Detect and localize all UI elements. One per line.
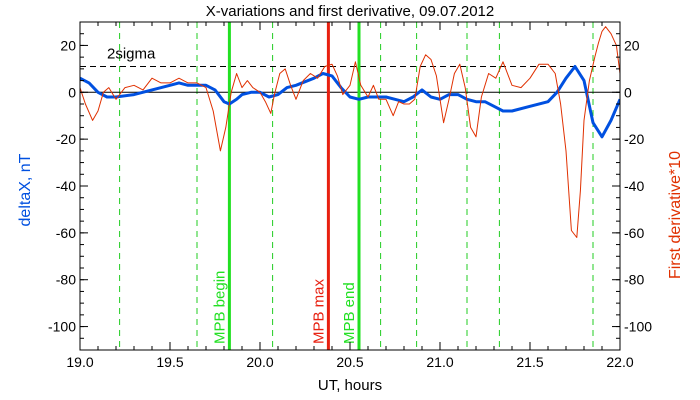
x-tick-label: 21.5 — [516, 354, 543, 370]
y-tick-label-left: 20 — [60, 37, 76, 53]
y-axis-label-left: deltaX, nT — [17, 153, 34, 226]
x-tick-label: 20.0 — [246, 354, 273, 370]
x-tick-label: 19.5 — [156, 354, 183, 370]
y-tick-label-right: 0 — [624, 84, 632, 100]
y-tick-label-left: -60 — [56, 225, 76, 241]
y-tick-label-left: -40 — [56, 178, 76, 194]
y-tick-label-right: -40 — [624, 178, 644, 194]
x-tick-label: 20.5 — [336, 354, 363, 370]
y-axis-label-right: First derivative*10 — [667, 151, 684, 279]
y-tick-label-left: 0 — [68, 84, 76, 100]
y-tick-label-right: -100 — [624, 319, 652, 335]
threshold-label: 2sigma — [107, 46, 156, 63]
chart-title: X-variations and first derivative, 09.07… — [206, 3, 495, 20]
y-tick-label-right: -20 — [624, 131, 644, 147]
mpb-marker-label: MPB max — [310, 278, 327, 344]
y-tick-label-right: 20 — [624, 37, 640, 53]
axes: 19.0 19.5 20.0 20.5 21.0 21.5 22.0 20 20 0 0 -20 -20… — [48, 21, 652, 370]
y-tick-label-left: -20 — [56, 131, 76, 147]
mpb-marker-label: MPB begin — [211, 271, 228, 344]
series-deltaX-line — [80, 65, 620, 139]
x-tick-label: 19.0 — [66, 354, 93, 370]
x-tick-label: 22.0 — [606, 354, 633, 370]
plot-area: 2sigma MPB begin MPB max MPB end — [80, 22, 620, 350]
x-axis-label: UT, hours — [318, 377, 382, 394]
x-tick-label: 21.0 — [426, 354, 453, 370]
series-derivative-line — [80, 26, 620, 238]
y-tick-label-left: -80 — [56, 272, 76, 288]
y-tick-label-right: -80 — [624, 272, 644, 288]
mpb-marker-label: MPB end — [341, 282, 358, 344]
y-tick-label-right: -60 — [624, 225, 644, 241]
y-tick-label-left: -100 — [48, 319, 76, 335]
